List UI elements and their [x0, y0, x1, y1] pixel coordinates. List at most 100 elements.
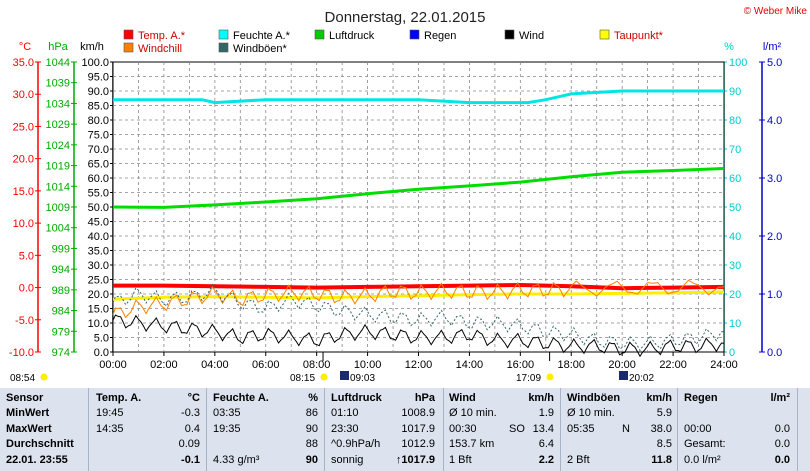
gust-value: 38.0: [650, 422, 672, 435]
humidity-tick-label: 0: [729, 347, 735, 359]
gust-value: 8.5: [656, 438, 672, 450]
wind-info: 153.7 km: [449, 438, 495, 450]
header-wind-unit: km/h: [528, 392, 554, 404]
series-line: [113, 89, 724, 105]
x-tick-label: 04:00: [201, 359, 229, 371]
wind-tick-label: 55.0: [88, 188, 109, 200]
wind-direction: SO: [509, 422, 525, 435]
legend-swatch: [218, 29, 229, 40]
gust-direction: N: [622, 422, 630, 435]
pressure-tick-label: 1024: [46, 140, 70, 152]
temp-tick-label: 0.0: [19, 283, 34, 295]
wind-tick-label: 50.0: [88, 202, 109, 214]
legend-swatch: [123, 42, 134, 53]
header-feuchte-unit: %: [308, 392, 318, 404]
temp-value: 0.4: [184, 422, 200, 435]
humidity-value: 90: [305, 453, 318, 466]
pressure-tick-label: 984: [52, 306, 70, 318]
rain-tick-label: 3.0: [767, 173, 782, 185]
pressure-tick-label: 1019: [46, 161, 70, 173]
legend-label: Wind: [519, 30, 544, 42]
series-line: [112, 167, 725, 209]
pressure-tick-label: 1014: [46, 181, 70, 193]
gust-info: Ø 10 min.: [567, 407, 615, 419]
sun-moon-markers: 08:54 08:15 09:03 17:09 20:02: [10, 371, 654, 384]
divider: [560, 388, 561, 471]
wind-tick-label: 10.0: [88, 318, 109, 330]
legend-swatch: [123, 29, 134, 40]
header-luftdruck-unit: hPa: [414, 392, 435, 404]
wind-tick-label: 20.0: [88, 289, 109, 301]
row-label: MinWert: [6, 407, 50, 419]
pressure-tick-label: 1029: [46, 119, 70, 131]
chart-title: Donnerstag, 22.01.2015: [325, 9, 486, 26]
pressure-tick-label: 994: [52, 264, 70, 276]
humidity-time: 03:35: [213, 407, 241, 419]
legend-swatch: [409, 29, 420, 40]
humidity-tick-label: 60: [729, 173, 741, 185]
sunrise-label: 08:15: [290, 373, 315, 384]
rain-tick-label: 2.0: [767, 231, 782, 243]
temp-tick-label: 20.0: [13, 154, 34, 166]
pressure-tick-label: 974: [52, 347, 70, 359]
humidity-tick-label: 40: [729, 231, 741, 243]
wind-tick-label: 100.0: [81, 57, 109, 69]
pressure-tick-label: 1039: [46, 78, 70, 90]
pressure-tick-label: 999: [52, 243, 70, 255]
wind-tick-label: 45.0: [88, 217, 109, 229]
pressure-tick-label: 1044: [46, 57, 70, 69]
rain-info: Gesamt:: [684, 438, 726, 450]
humidity-value: 88: [305, 438, 318, 450]
gust-value: 5.9: [656, 407, 672, 419]
gust-value: 11.8: [651, 453, 672, 466]
rain-value: 0.0: [774, 422, 790, 435]
humidity-time: 4.33 g/m³: [213, 453, 260, 466]
wind-tick-label: 75.0: [88, 130, 109, 142]
sunset-label: 17:09: [516, 373, 541, 384]
pressure-time: 01:10: [331, 407, 359, 419]
rain-tick-label: 1.0: [767, 289, 782, 301]
x-tick-label: 02:00: [150, 359, 178, 371]
legend-label: Regen: [424, 30, 456, 42]
header-regen-unit: l/m²: [770, 392, 790, 404]
pressure-tick-label: 1009: [46, 202, 70, 214]
moonset-label: 20:02: [629, 373, 654, 384]
wind-tick-label: 80.0: [88, 115, 109, 127]
wind-tick-label: 25.0: [88, 275, 109, 287]
left-time-label: 08:54: [10, 373, 35, 384]
pressure-tick-label: 1004: [46, 223, 70, 235]
moonset-icon: [619, 371, 628, 380]
pressure-axis-unit: hPa: [48, 41, 68, 53]
wind-tick-label: 65.0: [88, 159, 109, 171]
pressure-time: 23:30: [331, 422, 359, 435]
temp-tick-label: -5.0: [15, 315, 34, 327]
wind-tick-label: 60.0: [88, 173, 109, 185]
wind-info: Ø 10 min.: [449, 407, 497, 419]
legend-label: Windböen*: [233, 43, 288, 55]
rain-value: 0.0: [774, 453, 790, 466]
moonrise-label: 09:03: [350, 373, 375, 384]
header-regen: Regen: [684, 392, 718, 404]
legend-swatch: [599, 29, 610, 40]
divider: [797, 388, 798, 471]
legend-swatch: [314, 29, 325, 40]
wind-value: 1.9: [538, 407, 554, 419]
header-feuchte: Feuchte A.: [213, 392, 269, 404]
humidity-tick-label: 70: [729, 144, 741, 156]
humidity-tick-label: 50: [729, 202, 741, 214]
x-tick-label: 20:00: [608, 359, 636, 371]
x-tick-label: 12:00: [405, 359, 433, 371]
humidity-axis-unit: %: [724, 41, 734, 53]
rain-tick-label: 5.0: [767, 57, 782, 69]
wind-tick-label: 95.0: [88, 72, 109, 84]
copyright-label: © Weber Mike: [744, 6, 808, 17]
divider: [324, 388, 325, 471]
legend-label: Feuchte A.*: [233, 30, 291, 42]
legend-label: Temp. A.*: [138, 30, 186, 42]
temp-tick-label: 15.0: [13, 186, 34, 198]
wind-axis-unit: km/h: [80, 41, 104, 53]
header-sensor: Sensor: [6, 392, 44, 404]
temp-tick-label: 30.0: [13, 89, 34, 101]
series-line: [112, 279, 725, 319]
x-tick-label: 18:00: [557, 359, 585, 371]
